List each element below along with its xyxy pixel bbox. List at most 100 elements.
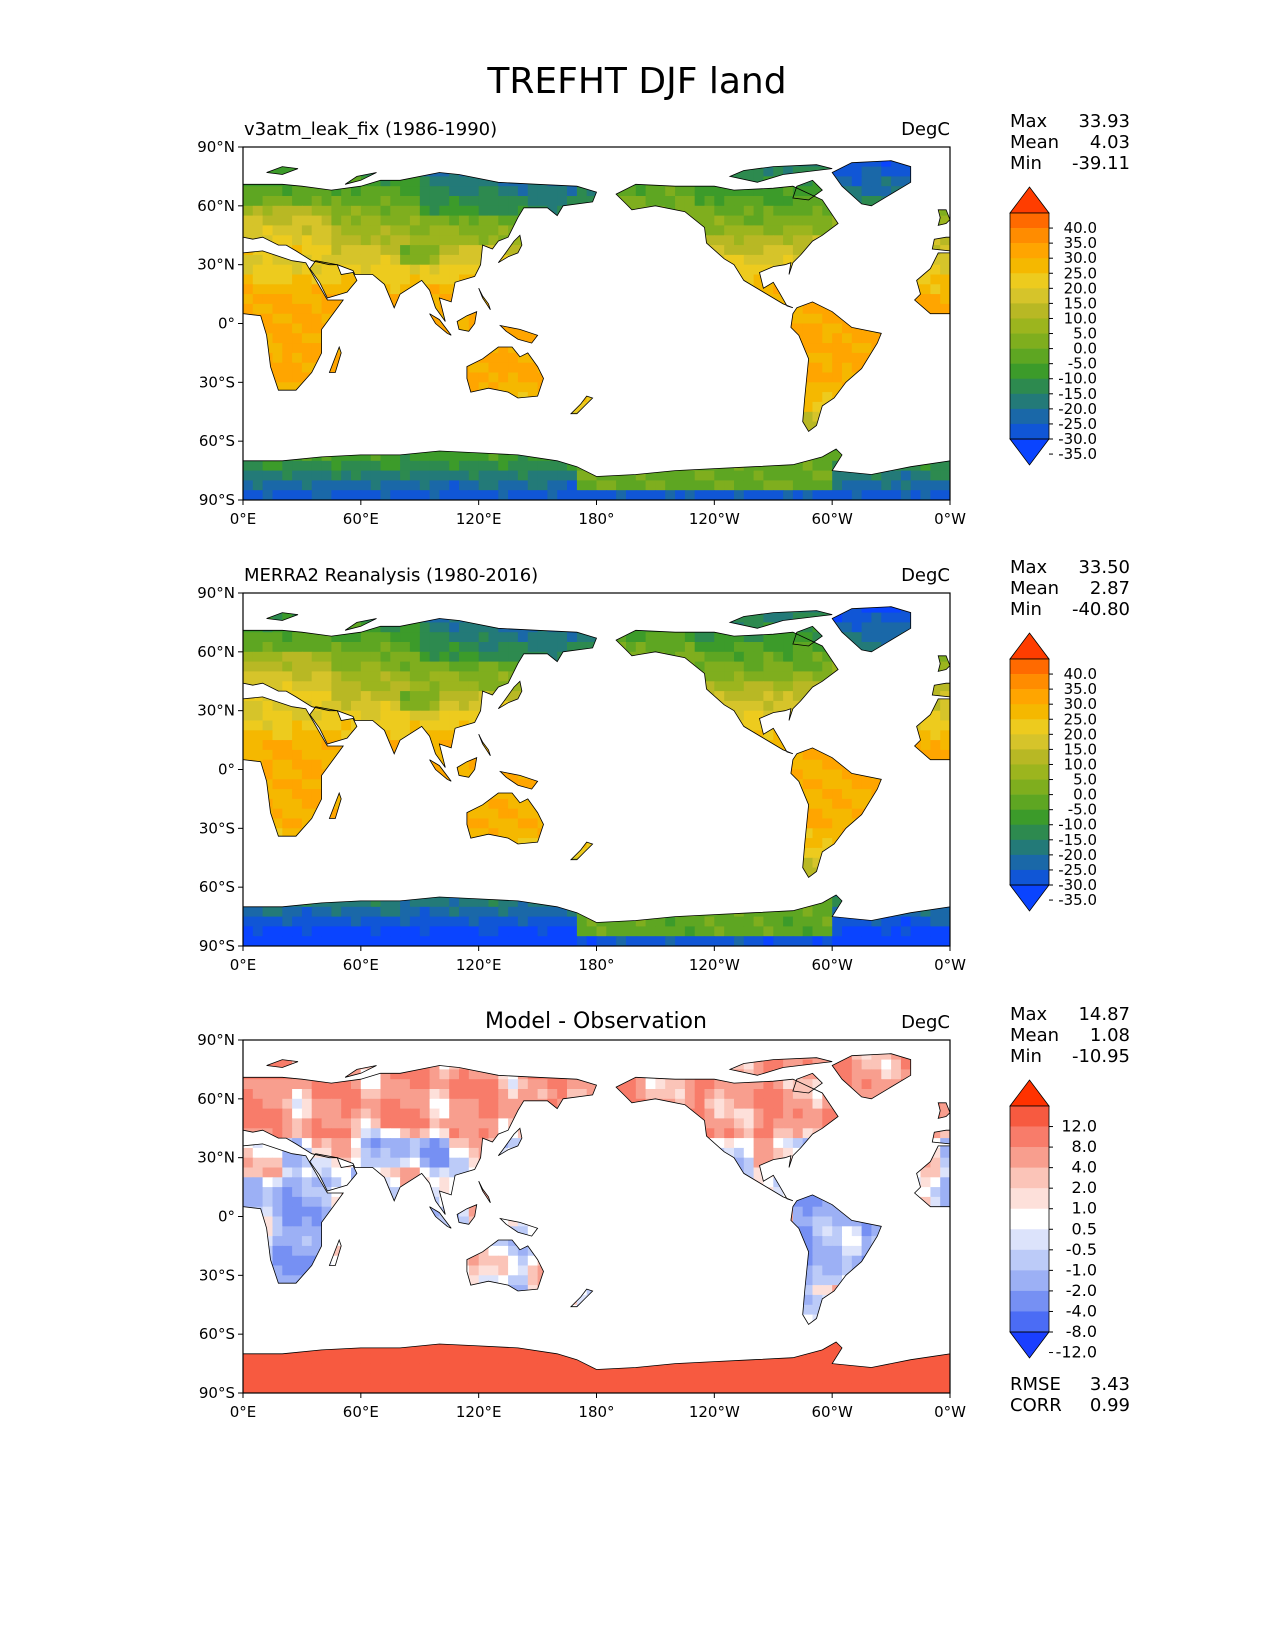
field-cell	[252, 651, 264, 663]
field-cell	[360, 480, 372, 491]
field-cell	[390, 730, 401, 741]
field-cell	[301, 235, 313, 246]
field-cell	[292, 470, 303, 481]
field-cell	[635, 490, 647, 500]
field-cell	[439, 451, 450, 462]
field-cell	[449, 720, 460, 731]
field-cell	[910, 480, 922, 491]
field-cell	[321, 245, 332, 256]
field-cell	[792, 460, 804, 472]
field-cell	[439, 235, 450, 246]
field-cell	[252, 671, 264, 682]
field-cell	[282, 313, 293, 325]
field-cell	[331, 225, 342, 236]
field-cell	[409, 622, 421, 633]
field-cell	[301, 362, 313, 374]
field-cell	[478, 470, 490, 481]
coastline-uk	[937, 209, 951, 226]
field-cell	[400, 196, 411, 207]
field-cell	[380, 490, 391, 500]
field-cell	[351, 710, 362, 722]
field-cell	[498, 362, 509, 374]
field-cell	[871, 779, 882, 790]
field-cell	[891, 470, 902, 481]
field-cell	[370, 264, 382, 276]
field-cell	[822, 490, 833, 500]
field-cell	[262, 720, 273, 731]
field-cell	[517, 642, 529, 653]
field-cell	[311, 710, 323, 722]
field-cell	[301, 730, 313, 741]
field-cell	[301, 274, 313, 285]
field-cell	[301, 632, 313, 643]
field-cell	[832, 769, 843, 780]
field-cell	[282, 215, 293, 226]
colorbar-tick-label: 25.0	[1064, 264, 1097, 282]
field-cell	[714, 470, 725, 481]
field-cell	[773, 166, 784, 177]
field-cell	[321, 691, 332, 702]
field-cell	[380, 176, 391, 187]
field-cell	[429, 671, 440, 682]
field-cell	[478, 235, 490, 246]
field-cell	[468, 691, 480, 702]
field-cell	[940, 205, 950, 217]
field-cell	[272, 490, 283, 500]
field-cell	[400, 681, 411, 692]
field-cell	[802, 789, 814, 800]
field-cell	[842, 352, 853, 364]
field-cell	[301, 798, 313, 810]
field-cell	[429, 196, 440, 207]
field-cell	[871, 470, 882, 481]
field-cell	[380, 235, 391, 246]
field-cell	[459, 480, 470, 491]
field-cell	[547, 470, 558, 481]
field-cell	[724, 651, 735, 663]
field-cell	[734, 196, 745, 207]
field-cell	[527, 362, 539, 374]
field-cell	[645, 480, 656, 491]
field-cell	[262, 254, 273, 266]
field-cell	[684, 196, 696, 207]
field-cell	[734, 480, 745, 491]
field-cell	[351, 897, 362, 908]
field-cell	[527, 196, 539, 207]
field-cell	[243, 215, 254, 226]
coastline-antarctica	[242, 448, 951, 501]
field-cell	[252, 470, 264, 481]
field-cell	[360, 235, 372, 246]
field-cell	[439, 700, 450, 712]
field-cell	[792, 245, 804, 256]
field-cell	[449, 681, 460, 692]
field-cell	[341, 460, 352, 472]
field-cell	[822, 362, 833, 374]
field-cell	[900, 480, 912, 491]
field-cell	[272, 671, 283, 682]
field-cell	[930, 749, 941, 761]
field-cell	[508, 215, 519, 226]
field-cell	[321, 274, 332, 285]
colorbar-tick-label: -15.0	[1058, 385, 1097, 403]
field-cell	[920, 480, 931, 491]
field-cell	[360, 460, 372, 472]
field-cell	[930, 710, 941, 722]
field-cell	[822, 798, 833, 810]
field-cell	[292, 730, 303, 741]
field-cell	[370, 225, 382, 236]
field-cell	[665, 632, 676, 643]
field-cell	[822, 651, 833, 663]
field-cell	[262, 740, 273, 751]
field-cell	[252, 294, 264, 305]
field-cell	[360, 632, 372, 643]
field-cell	[272, 612, 283, 623]
field-cell	[341, 225, 352, 236]
field-cell	[292, 691, 303, 702]
field-cell	[802, 215, 814, 226]
field-cell	[822, 372, 833, 383]
field-cell	[655, 490, 666, 500]
field-cell	[311, 323, 323, 334]
field-cell	[920, 274, 931, 285]
field-cell	[351, 451, 362, 462]
field-cell	[243, 264, 254, 276]
field-cell	[370, 451, 382, 462]
